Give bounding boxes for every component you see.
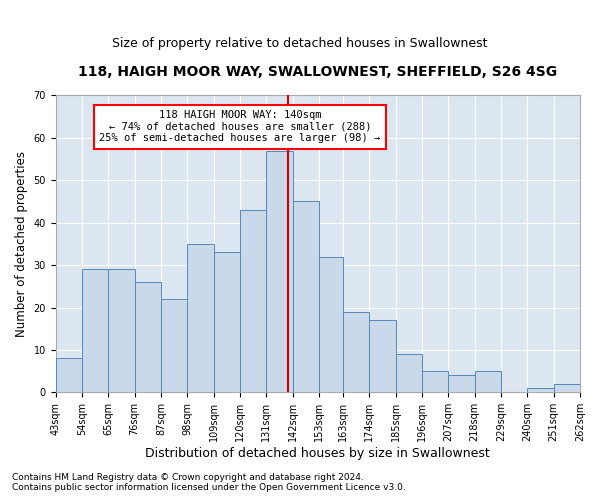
Bar — [134, 282, 161, 393]
Bar — [422, 371, 448, 392]
Bar — [161, 299, 187, 392]
Bar — [370, 320, 395, 392]
Bar — [214, 252, 240, 392]
Text: 118 HAIGH MOOR WAY: 140sqm
← 74% of detached houses are smaller (288)
25% of sem: 118 HAIGH MOOR WAY: 140sqm ← 74% of deta… — [100, 110, 380, 144]
Bar — [448, 376, 475, 392]
Bar — [187, 244, 214, 392]
Text: Contains HM Land Registry data © Crown copyright and database right 2024.
Contai: Contains HM Land Registry data © Crown c… — [12, 473, 406, 492]
X-axis label: Distribution of detached houses by size in Swallownest: Distribution of detached houses by size … — [145, 447, 490, 460]
Bar — [343, 312, 370, 392]
Bar — [395, 354, 422, 393]
Bar — [319, 256, 343, 392]
Bar — [266, 150, 293, 392]
Bar — [475, 371, 501, 392]
Bar — [109, 270, 134, 392]
Bar — [82, 270, 109, 392]
Bar — [554, 384, 580, 392]
Title: 118, HAIGH MOOR WAY, SWALLOWNEST, SHEFFIELD, S26 4SG: 118, HAIGH MOOR WAY, SWALLOWNEST, SHEFFI… — [78, 65, 557, 79]
Y-axis label: Number of detached properties: Number of detached properties — [15, 151, 28, 337]
Text: Size of property relative to detached houses in Swallownest: Size of property relative to detached ho… — [112, 38, 488, 51]
Bar — [293, 202, 319, 392]
Bar — [580, 384, 600, 392]
Bar — [240, 210, 266, 392]
Bar — [527, 388, 554, 392]
Bar — [56, 358, 82, 392]
